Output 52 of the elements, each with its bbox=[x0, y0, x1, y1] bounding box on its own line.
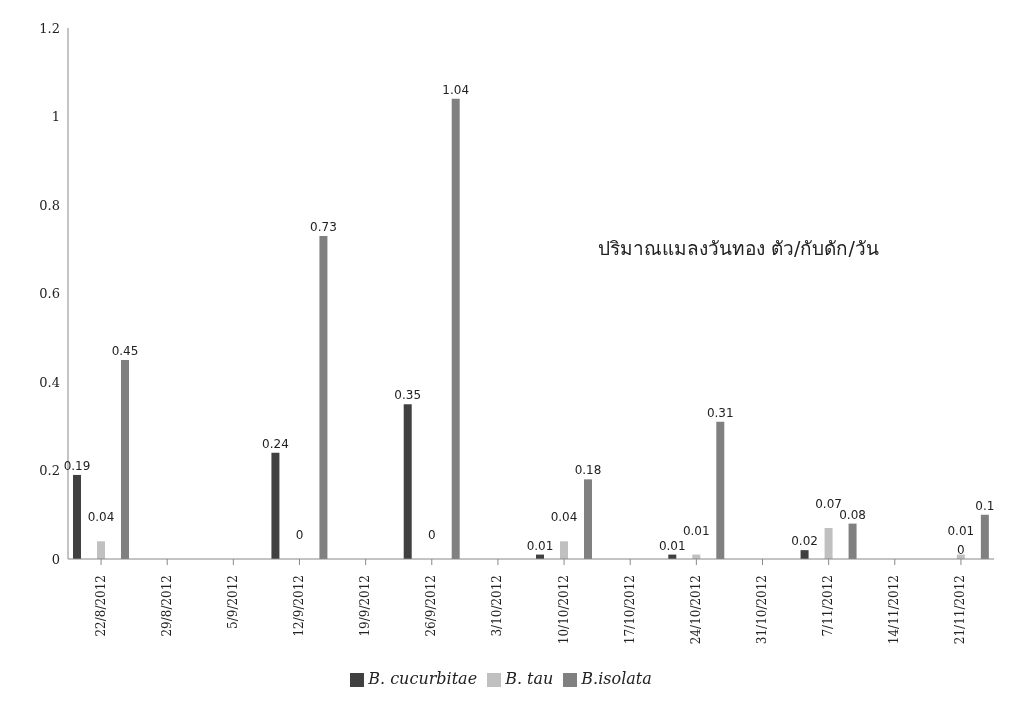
x-tick-label: 7/11/2012 bbox=[821, 575, 836, 637]
y-tick-label: 0.6 bbox=[39, 286, 60, 302]
data-label: 0.1 bbox=[975, 498, 995, 513]
x-tick-label: 21/11/2012 bbox=[953, 575, 968, 645]
legend-label: B. tau bbox=[505, 669, 554, 688]
y-tick-label: 0.4 bbox=[39, 374, 60, 390]
y-tick-label: 1 bbox=[51, 109, 60, 125]
annotation: ปริมาณแมลงวันทอง ตัว/กับดัก/วัน bbox=[598, 236, 879, 261]
data-label: 0.08 bbox=[839, 507, 866, 522]
data-label: 0.31 bbox=[706, 405, 734, 420]
x-tick-label: 19/9/2012 bbox=[358, 575, 373, 637]
data-label: 0.01 bbox=[658, 538, 686, 553]
legend-label: B. cucurbitae bbox=[368, 669, 478, 688]
data-label: 1.04 bbox=[442, 82, 470, 97]
x-tick-label: 14/11/2012 bbox=[887, 575, 902, 645]
data-label: 0.01 bbox=[526, 538, 554, 553]
y-tick-label: 0 bbox=[51, 551, 60, 567]
y-tick-label: 0.2 bbox=[39, 463, 60, 479]
data-label: 0 bbox=[427, 528, 436, 542]
y-tick-label: 0.8 bbox=[39, 197, 60, 213]
data-label: 0 bbox=[957, 543, 965, 557]
data-label: 0.24 bbox=[262, 436, 289, 451]
y-tick-label: 1.2 bbox=[39, 20, 60, 36]
data-label: 0 bbox=[295, 528, 304, 542]
x-tick-label: 24/10/2012 bbox=[688, 575, 703, 645]
data-label: 0.04 bbox=[550, 510, 578, 525]
bar bbox=[824, 528, 833, 559]
bar bbox=[97, 541, 105, 559]
data-label: 0.35 bbox=[394, 388, 422, 403]
x-tick-label: 26/9/2012 bbox=[424, 575, 439, 637]
bar bbox=[73, 474, 81, 559]
x-tick-label: 12/9/2012 bbox=[292, 575, 307, 637]
bar bbox=[800, 550, 809, 559]
x-tick-label: 22/8/2012 bbox=[93, 575, 108, 637]
data-label: 0.73 bbox=[310, 219, 337, 234]
data-label: 0.02 bbox=[791, 534, 818, 549]
data-label: 0.01 bbox=[682, 523, 710, 538]
x-tick-label: 5/9/2012 bbox=[225, 575, 240, 629]
legend-label: B.isolata bbox=[581, 669, 652, 688]
data-label: 0.04 bbox=[87, 510, 115, 525]
x-tick-label: 31/10/2012 bbox=[755, 575, 770, 645]
data-label: 0.01 bbox=[947, 523, 975, 538]
bar bbox=[271, 452, 280, 559]
data-label: 0.18 bbox=[574, 463, 602, 478]
data-label: 0.45 bbox=[111, 343, 139, 358]
x-tick-label: 29/8/2012 bbox=[159, 575, 174, 637]
x-tick-label: 10/10/2012 bbox=[556, 575, 571, 645]
x-tick-label: 17/10/2012 bbox=[622, 575, 637, 645]
data-label: 0.19 bbox=[63, 458, 91, 473]
bar bbox=[403, 404, 412, 559]
bar bbox=[560, 541, 568, 559]
x-tick-label: 3/10/2012 bbox=[490, 575, 505, 637]
